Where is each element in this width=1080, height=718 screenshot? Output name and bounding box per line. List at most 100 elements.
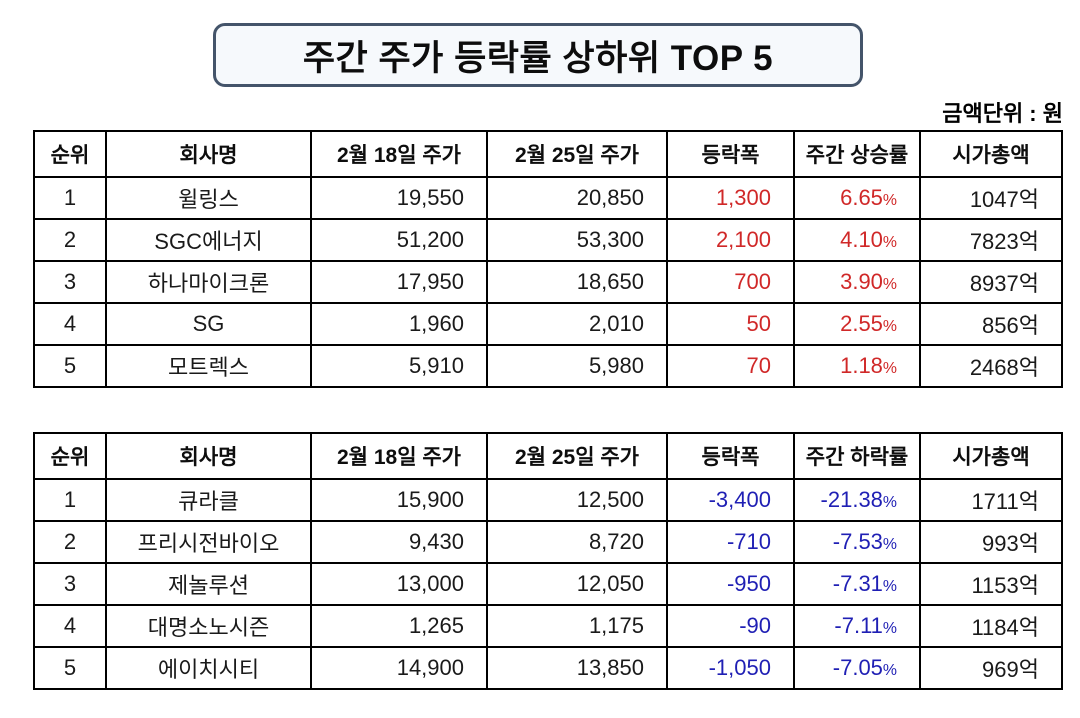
market-cap-cell: 2468억 (919, 344, 1063, 388)
market-cap-cell: 969억 (919, 646, 1063, 690)
price-feb25-cell: 12,050 (486, 562, 668, 606)
table-row: 2 SGC에너지 51,200 53,300 2,100 4.10% 7823억 (33, 218, 1063, 262)
rate-cell: -7.05% (793, 646, 921, 690)
price-feb25-cell: 8,720 (486, 520, 668, 564)
price-feb25-cell: 53,300 (486, 218, 668, 262)
rate-cell: -7.53% (793, 520, 921, 564)
page-title: 주간 주가 등락률 상하위 TOP 5 (302, 38, 774, 78)
market-cap-cell: 1184억 (919, 604, 1063, 648)
col-header-company: 회사명 (105, 432, 312, 480)
company-cell: 하나마이크론 (105, 260, 312, 304)
table-row: 3 하나마이크론 17,950 18,650 700 3.90% 8937억 (33, 260, 1063, 304)
col-header-price-feb25: 2월 25일 주가 (486, 130, 668, 178)
rate-cell: 6.65% (793, 176, 921, 220)
rate-cell: 1.18% (793, 344, 921, 388)
top-losers-table: 순위 회사명 2월 18일 주가 2월 25일 주가 등락폭 주간 하락률 시가… (33, 432, 1063, 690)
price-feb25-cell: 13,850 (486, 646, 668, 690)
rank-cell: 4 (33, 604, 107, 648)
change-cell: 2,100 (666, 218, 795, 262)
rank-cell: 5 (33, 646, 107, 690)
price-feb18-cell: 14,900 (310, 646, 488, 690)
table-row: 4 대명소노시즌 1,265 1,175 -90 -7.11% 1184억 (33, 604, 1063, 648)
table-row: 3 제놀루션 13,000 12,050 -950 -7.31% 1153억 (33, 562, 1063, 606)
company-cell: SGC에너지 (105, 218, 312, 262)
change-cell: 70 (666, 344, 795, 388)
change-cell: -710 (666, 520, 795, 564)
company-cell: 모트렉스 (105, 344, 312, 388)
col-header-price-feb18: 2월 18일 주가 (310, 432, 488, 480)
rate-cell: -7.31% (793, 562, 921, 606)
price-feb25-cell: 2,010 (486, 302, 668, 346)
col-header-market-cap: 시가총액 (919, 432, 1063, 480)
market-cap-cell: 8937억 (919, 260, 1063, 304)
company-cell: 제놀루션 (105, 562, 312, 606)
gainers-header-row: 순위 회사명 2월 18일 주가 2월 25일 주가 등락폭 주간 상승률 시가… (33, 130, 1063, 178)
rank-cell: 2 (33, 218, 107, 262)
col-header-change: 등락폭 (666, 130, 795, 178)
price-feb18-cell: 1,265 (310, 604, 488, 648)
table-row: 5 에이치시티 14,900 13,850 -1,050 -7.05% 969억 (33, 646, 1063, 690)
market-cap-cell: 7823억 (919, 218, 1063, 262)
rank-cell: 5 (33, 344, 107, 388)
company-cell: 에이치시티 (105, 646, 312, 690)
price-feb25-cell: 12,500 (486, 478, 668, 522)
company-cell: SG (105, 302, 312, 346)
change-cell: -90 (666, 604, 795, 648)
change-cell: -3,400 (666, 478, 795, 522)
market-cap-cell: 1153억 (919, 562, 1063, 606)
market-cap-cell: 1711억 (919, 478, 1063, 522)
top-gainers-table: 순위 회사명 2월 18일 주가 2월 25일 주가 등락폭 주간 상승률 시가… (33, 130, 1063, 388)
rank-cell: 3 (33, 260, 107, 304)
change-cell: -1,050 (666, 646, 795, 690)
table-row: 1 큐라클 15,900 12,500 -3,400 -21.38% 1711억 (33, 478, 1063, 522)
table-row: 5 모트렉스 5,910 5,980 70 1.18% 2468억 (33, 344, 1063, 388)
price-feb18-cell: 5,910 (310, 344, 488, 388)
rank-cell: 1 (33, 176, 107, 220)
change-cell: 1,300 (666, 176, 795, 220)
rank-cell: 1 (33, 478, 107, 522)
company-cell: 대명소노시즌 (105, 604, 312, 648)
rank-cell: 2 (33, 520, 107, 564)
market-cap-cell: 993억 (919, 520, 1063, 564)
company-cell: 윌링스 (105, 176, 312, 220)
rate-cell: 3.90% (793, 260, 921, 304)
rate-cell: -21.38% (793, 478, 921, 522)
rank-cell: 3 (33, 562, 107, 606)
table-row: 2 프리시전바이오 9,430 8,720 -710 -7.53% 993억 (33, 520, 1063, 564)
price-feb18-cell: 13,000 (310, 562, 488, 606)
table-row: 4 SG 1,960 2,010 50 2.55% 856억 (33, 302, 1063, 346)
price-feb25-cell: 18,650 (486, 260, 668, 304)
price-feb18-cell: 51,200 (310, 218, 488, 262)
col-header-price-feb18: 2월 18일 주가 (310, 130, 488, 178)
price-feb25-cell: 20,850 (486, 176, 668, 220)
col-header-change: 등락폭 (666, 432, 795, 480)
rate-cell: 2.55% (793, 302, 921, 346)
market-cap-cell: 856억 (919, 302, 1063, 346)
rate-cell: 4.10% (793, 218, 921, 262)
col-header-rank: 순위 (33, 130, 107, 178)
col-header-company: 회사명 (105, 130, 312, 178)
losers-header-row: 순위 회사명 2월 18일 주가 2월 25일 주가 등락폭 주간 하락률 시가… (33, 432, 1063, 480)
price-feb25-cell: 5,980 (486, 344, 668, 388)
change-cell: -950 (666, 562, 795, 606)
company-cell: 프리시전바이오 (105, 520, 312, 564)
table-row: 1 윌링스 19,550 20,850 1,300 6.65% 1047억 (33, 176, 1063, 220)
price-feb18-cell: 17,950 (310, 260, 488, 304)
rank-cell: 4 (33, 302, 107, 346)
col-header-rank: 순위 (33, 432, 107, 480)
currency-unit-note: 금액단위 : 원 (942, 101, 1063, 126)
change-cell: 700 (666, 260, 795, 304)
price-feb25-cell: 1,175 (486, 604, 668, 648)
company-cell: 큐라클 (105, 478, 312, 522)
price-feb18-cell: 9,430 (310, 520, 488, 564)
price-feb18-cell: 19,550 (310, 176, 488, 220)
rate-cell: -7.11% (793, 604, 921, 648)
price-feb18-cell: 1,960 (310, 302, 488, 346)
page-title-box: 주간 주가 등락률 상하위 TOP 5 (213, 23, 863, 87)
col-header-weekly-rise-rate: 주간 상승률 (793, 130, 921, 178)
col-header-weekly-fall-rate: 주간 하락률 (793, 432, 921, 480)
price-feb18-cell: 15,900 (310, 478, 488, 522)
col-header-price-feb25: 2월 25일 주가 (486, 432, 668, 480)
change-cell: 50 (666, 302, 795, 346)
market-cap-cell: 1047억 (919, 176, 1063, 220)
